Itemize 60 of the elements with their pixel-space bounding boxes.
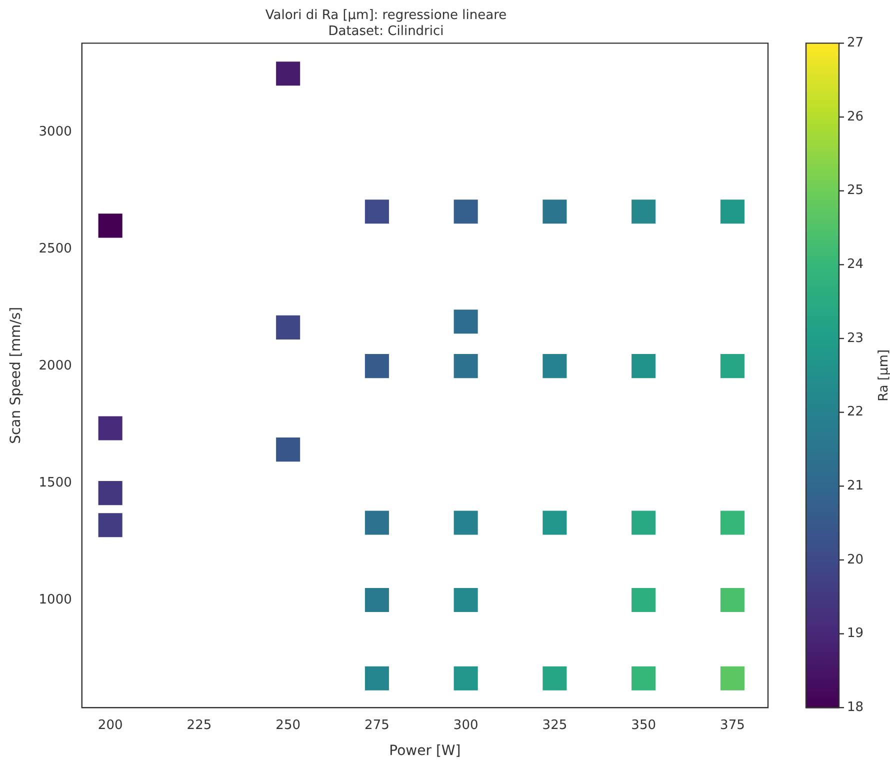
color-bar-label: 20 [847,552,864,568]
x-tick-label: 250 [276,718,300,733]
color-bar-label: 18 [847,700,864,715]
color-bar-label: 23 [847,330,864,346]
point [98,481,122,506]
point [364,200,389,224]
y-tick-label: 2500 [38,241,72,256]
point [98,214,122,238]
point [454,354,478,378]
point [276,62,300,86]
point [632,666,656,690]
x-tick-label: 350 [631,718,656,733]
point [542,200,567,224]
point [276,315,300,340]
point [720,666,744,690]
point [632,588,656,612]
point [364,588,389,612]
x-tick-label: 275 [364,718,390,733]
point [720,588,744,612]
point [364,354,389,378]
x-axis-title: Power [W] [389,743,461,760]
point [542,510,567,535]
point [454,588,478,612]
y-axis-title: Scan Speed [mm/s] [8,306,24,444]
point [98,513,122,538]
color-bar-title: Ra [µm] [876,349,890,402]
y-tick-label: 3000 [38,124,72,140]
x-tick-label: 300 [453,718,478,733]
point [632,510,656,535]
color-bar-label: 27 [847,36,864,51]
y-tick-label: 2000 [38,358,72,374]
point [364,666,389,690]
point [542,354,567,378]
y-tick-label: 1500 [38,475,72,490]
color-bar-label: 24 [847,257,864,272]
x-tick-label: 325 [542,718,568,733]
chart-subtitle: Dataset: Cilindrici [328,24,444,39]
point [720,200,744,224]
x-tick-label: 200 [98,718,123,733]
x-tick-label: 225 [186,718,212,733]
color-bar-label: 19 [847,626,864,642]
x-tick-label: 375 [720,718,745,733]
point [454,200,478,224]
point [720,354,744,378]
point [542,666,567,690]
color-bar-label: 26 [847,109,864,124]
color-bar-label: 22 [847,404,864,420]
point [454,666,478,690]
y-tick-label: 1000 [38,592,72,608]
color-bar-label: 25 [847,183,864,198]
point [632,354,656,378]
point [364,510,389,535]
point [276,438,300,462]
point [454,510,478,535]
chart-title: Valori di Ra [µm]: regressione lineare [265,8,507,24]
color-bar-label: 21 [847,478,864,494]
point [632,200,656,224]
point [720,510,744,535]
point [454,310,478,334]
point [98,416,122,440]
